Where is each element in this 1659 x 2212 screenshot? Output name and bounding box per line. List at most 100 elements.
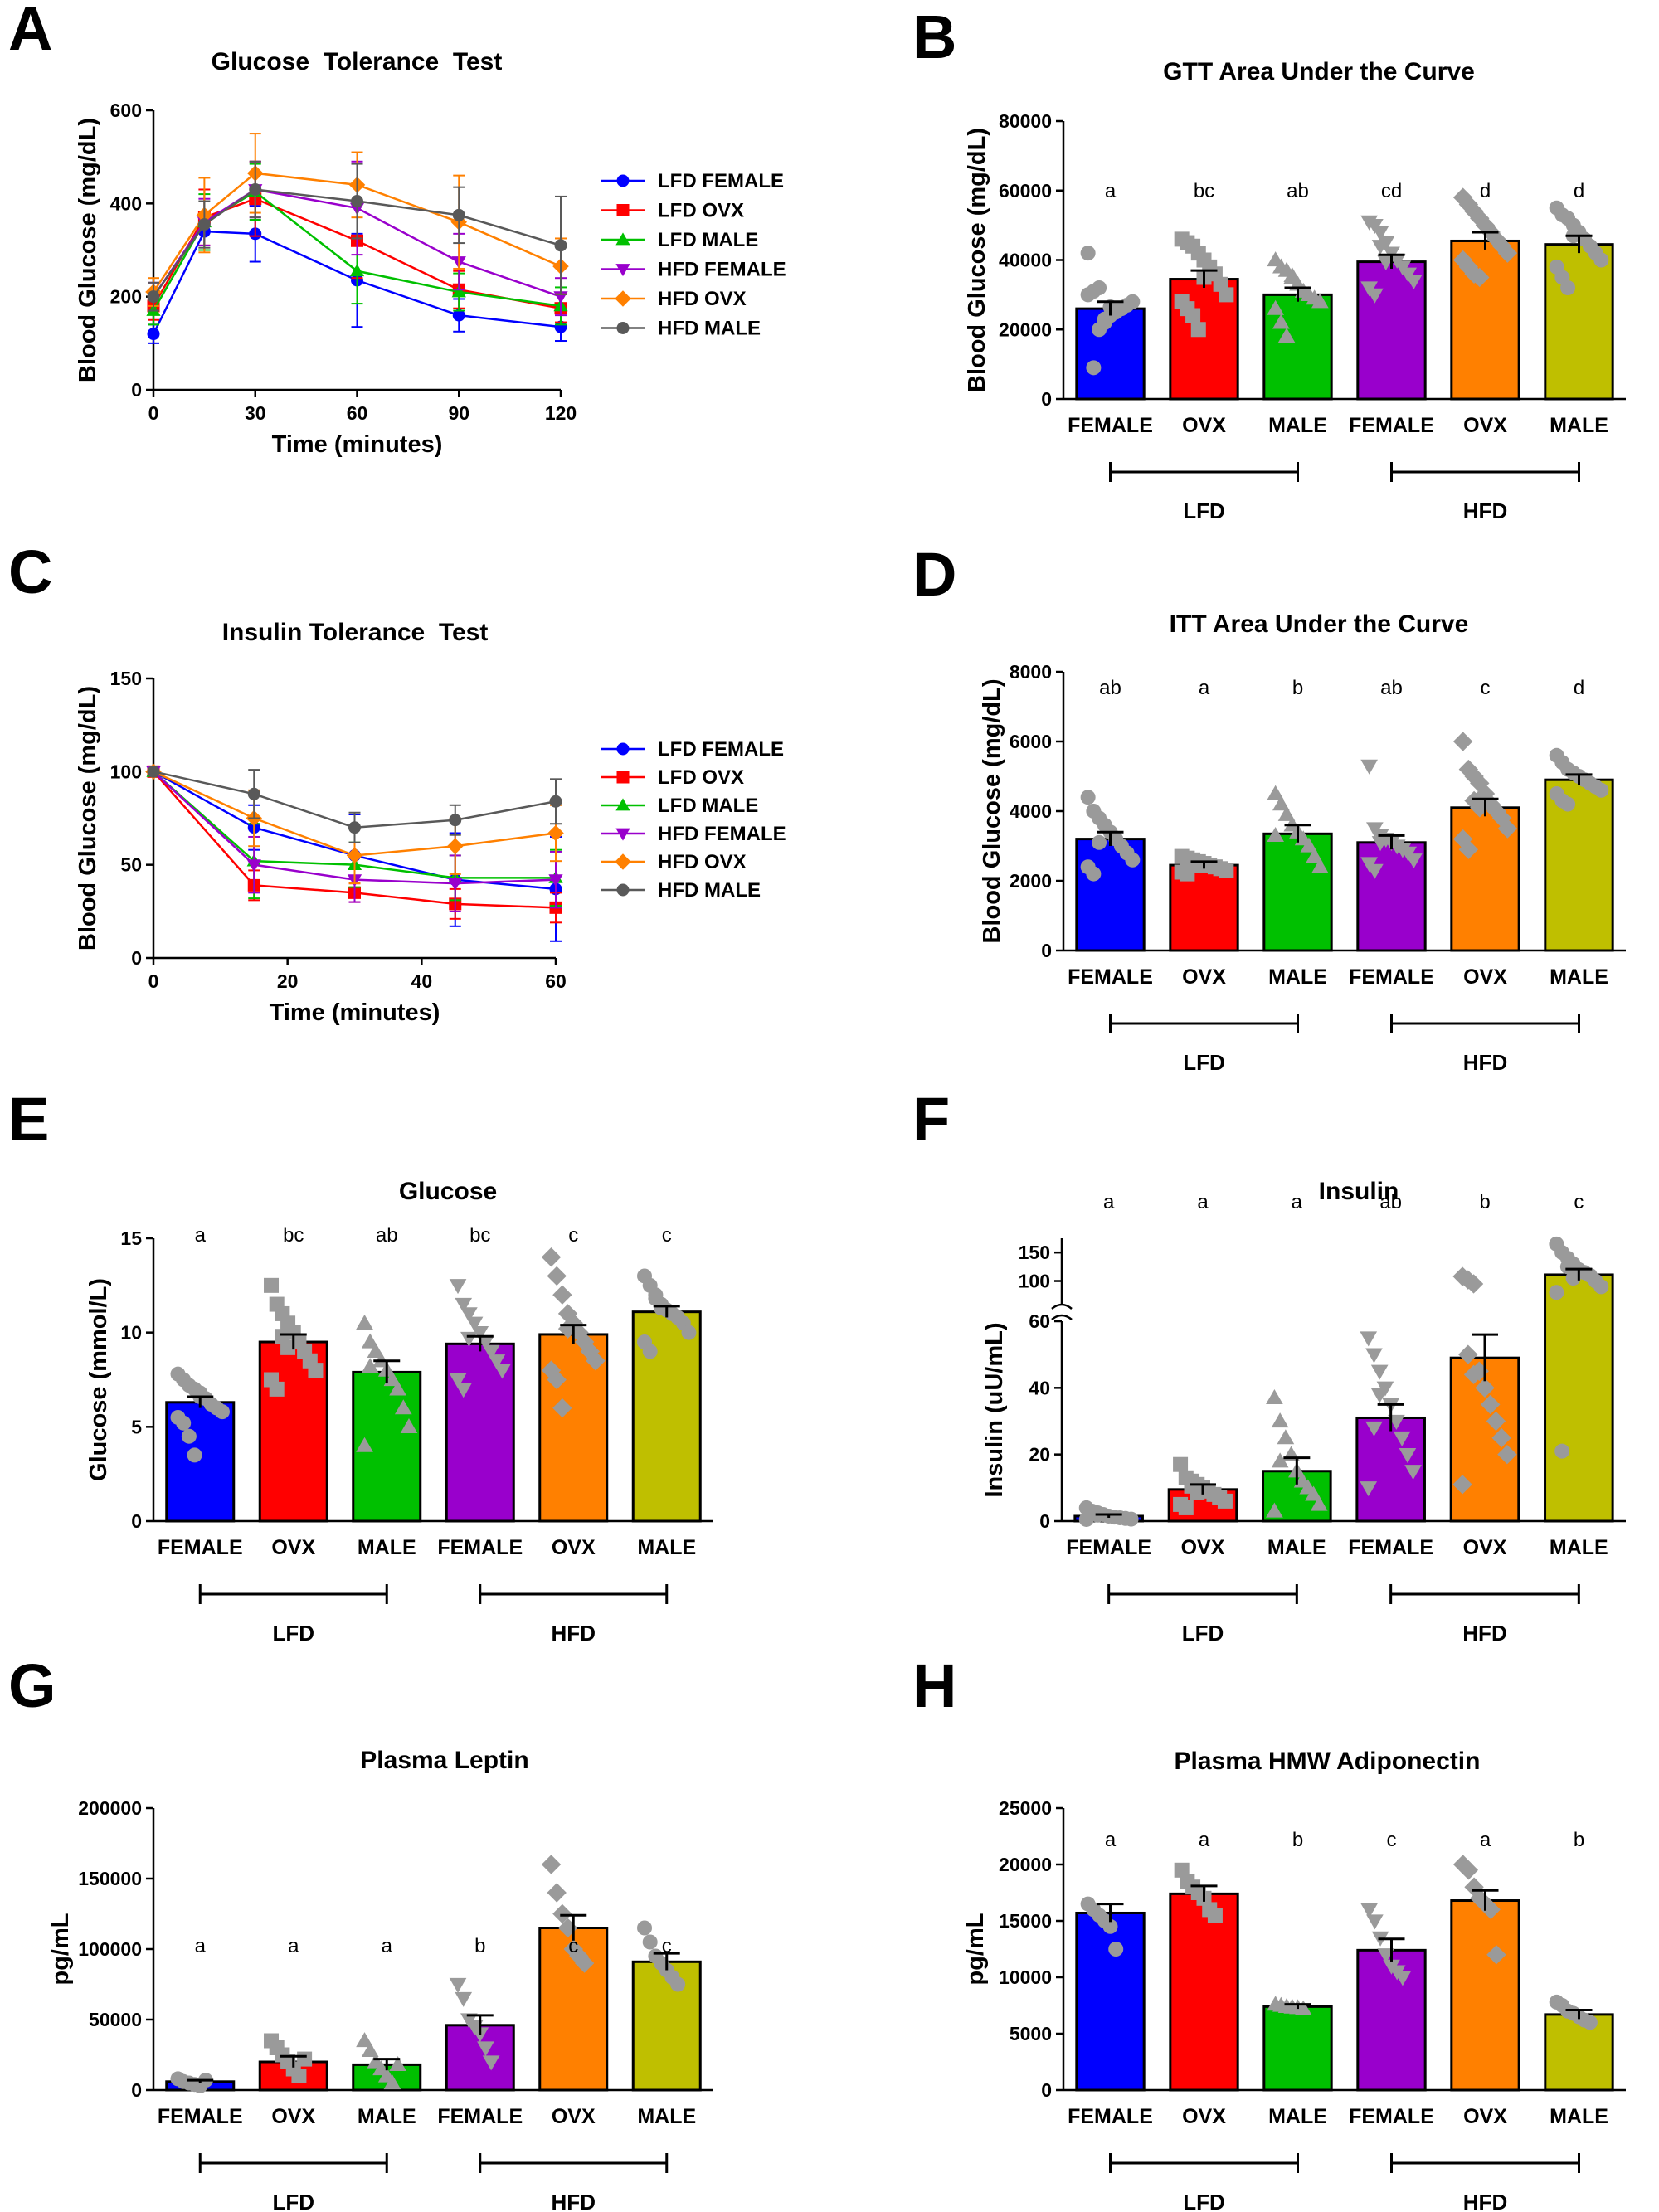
group-bracket [1390, 2153, 1580, 2173]
x-tick-label: 120 [545, 402, 577, 424]
x-tick-label: 30 [245, 402, 266, 424]
y-axis-label: Insulin (uU/mL) [981, 1322, 1008, 1497]
data-point [1377, 255, 1395, 270]
y-tick-label: 60000 [999, 180, 1052, 202]
category-label: MALE [637, 2105, 696, 2128]
panel-b: B GTT Area Under the Curve 0 20000 40000 60… [912, 2, 1626, 523]
plot-area: 0 5 10 15 Glucose (mmol/L) a FEMALE bc OVX ab MALE… [85, 1224, 713, 1646]
data-point [1404, 274, 1423, 289]
data-point [1486, 1945, 1506, 1965]
bar-points [1360, 215, 1423, 304]
category-label: OVX [552, 2105, 596, 2128]
category-label: OVX [1181, 1536, 1225, 1559]
data-point [1360, 1903, 1379, 1918]
data-point [389, 1380, 406, 1396]
data-point [447, 838, 464, 854]
panel-e: E Glucose 0 5 10 15 Glucose (mmol/L) a FEMALE b… [8, 1085, 713, 1646]
group-label: LFD [1183, 2190, 1225, 2212]
panel-g: G Plasma Leptin 0 50000 100000 150000 200000… [8, 1651, 713, 2212]
data-point [1366, 1914, 1384, 1930]
data-point [471, 1326, 489, 1342]
panel-letter: E [8, 1085, 49, 1154]
data-point [1458, 1860, 1479, 1880]
chart-title: Insulin [1319, 1178, 1399, 1205]
data-point [181, 1428, 197, 1444]
data-point [1271, 1412, 1289, 1428]
chart-title: Glucose Tolerance Test [212, 48, 503, 75]
y-tick-label: 0 [131, 379, 142, 401]
data-point [1266, 1502, 1283, 1518]
data-point [547, 824, 564, 842]
legend-label: HFD OVX [658, 288, 747, 310]
panel-letter: F [912, 1085, 950, 1154]
data-point [1452, 732, 1473, 751]
legend-marker [616, 322, 630, 334]
group-bracket [1107, 1584, 1298, 1604]
series-line [152, 230, 562, 335]
significance-letter: a [288, 1935, 299, 1957]
data-point [1267, 827, 1285, 843]
panel-letter: C [8, 537, 52, 606]
panel-letter: B [912, 2, 956, 71]
panel-d: D ITT Area Under the Curve 0 2000 4000 6000… [912, 540, 1626, 1075]
data-point [554, 239, 567, 252]
data-point [348, 821, 361, 834]
data-point [549, 795, 562, 808]
significance-letter: b [1292, 1829, 1303, 1851]
data-point [264, 1277, 280, 1293]
data-point [1271, 1452, 1289, 1468]
bar-points [1080, 790, 1141, 882]
y-axis-label: Blood Glucose (mg/dL) [75, 686, 101, 950]
significance-letter: d [1574, 180, 1584, 202]
data-point [455, 1991, 473, 2007]
category-label: FEMALE [158, 2105, 243, 2128]
group-bracket [1109, 2153, 1299, 2173]
significance-letter: a [1105, 180, 1117, 202]
data-point [1404, 1465, 1422, 1480]
data-point [455, 1297, 473, 1313]
significance-letter: b [1479, 1191, 1490, 1213]
y-tick-label: 25000 [999, 1797, 1052, 1819]
data-point [1365, 1421, 1383, 1437]
category-label: FEMALE [1068, 2105, 1153, 2128]
data-point [1491, 1427, 1511, 1448]
bar-points [264, 1277, 324, 1397]
data-point [147, 328, 160, 341]
category-label: OVX [1463, 965, 1507, 989]
data-point [1190, 322, 1206, 338]
data-point [1360, 759, 1379, 775]
data-point [356, 1437, 373, 1452]
category-label: MALE [1550, 965, 1608, 989]
category-label: MALE [1268, 965, 1327, 989]
data-point [1560, 280, 1576, 295]
data-point [541, 1360, 562, 1380]
data-point [1593, 252, 1609, 268]
y-axis-label: Blood Glucose (mg/dL) [964, 128, 990, 392]
data-point [448, 878, 463, 891]
y-tick-label: 0 [1041, 2079, 1052, 2101]
data-point [1267, 299, 1285, 315]
group-bracket [1109, 462, 1299, 482]
data-point [214, 1404, 230, 1420]
y-tick-label: 4000 [1010, 800, 1052, 822]
data-point [291, 2069, 307, 2083]
x-tick-label: 90 [448, 402, 469, 424]
data-point [1399, 1448, 1417, 1464]
category-label: MALE [1268, 2105, 1327, 2128]
data-point [1497, 1444, 1517, 1465]
legend-label: HFD OVX [658, 851, 747, 873]
data-point [1470, 798, 1490, 818]
group-bracket [1390, 462, 1580, 482]
data-point [1086, 360, 1102, 376]
data-point [681, 1325, 697, 1340]
data-point [1219, 863, 1234, 878]
legend-marker [616, 174, 630, 187]
group-label: HFD [552, 2190, 596, 2212]
x-tick-label: 0 [148, 970, 159, 992]
data-point [1377, 1948, 1395, 1964]
y-tick-label: 50 [120, 854, 142, 876]
significance-letter: a [1199, 1829, 1210, 1851]
y-tick-label: 0 [131, 947, 142, 969]
data-point [1360, 1481, 1378, 1497]
data-point [361, 1333, 379, 1349]
